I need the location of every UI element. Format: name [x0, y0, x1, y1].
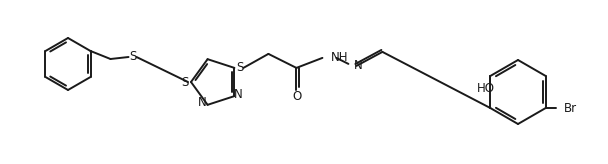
Text: S: S	[129, 51, 136, 63]
Text: S: S	[237, 61, 244, 74]
Text: S: S	[181, 75, 188, 89]
Text: O: O	[293, 90, 302, 103]
Text: HO: HO	[477, 82, 496, 94]
Text: N: N	[234, 88, 243, 101]
Text: N: N	[198, 96, 207, 109]
Text: NH: NH	[330, 51, 348, 64]
Text: Br: Br	[564, 102, 577, 114]
Text: N: N	[353, 59, 362, 72]
